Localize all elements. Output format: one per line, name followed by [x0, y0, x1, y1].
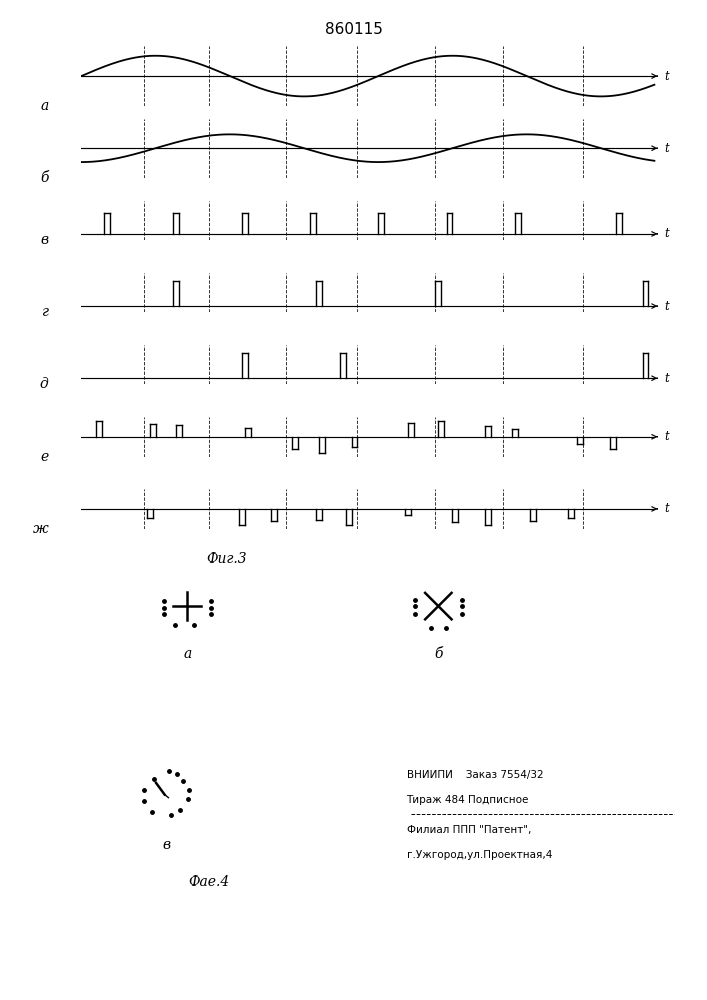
- Text: Тираж 484 Подписное: Тираж 484 Подписное: [407, 795, 529, 805]
- Text: б: б: [434, 647, 443, 661]
- Text: t: t: [665, 300, 670, 313]
- Text: ВНИИПИ    Заказ 7554/32: ВНИИПИ Заказ 7554/32: [407, 770, 543, 780]
- Text: в: в: [162, 838, 170, 852]
- Text: Фаe.4: Фаe.4: [188, 875, 229, 889]
- Text: t: t: [665, 142, 670, 155]
- Text: Фиг.3: Фиг.3: [206, 552, 247, 566]
- Text: t: t: [665, 70, 670, 83]
- Text: Филиал ППП "Патент",: Филиал ППП "Патент",: [407, 825, 531, 835]
- Text: г.Ужгород,ул.Проектная,4: г.Ужгород,ул.Проектная,4: [407, 850, 552, 860]
- Text: д: д: [40, 377, 49, 391]
- Text: t: t: [665, 502, 670, 515]
- Text: а: а: [183, 647, 192, 661]
- Text: а: а: [40, 99, 49, 113]
- Text: ж: ж: [33, 522, 49, 536]
- Text: е: е: [40, 450, 49, 464]
- Text: t: t: [665, 430, 670, 443]
- Text: г: г: [42, 305, 49, 319]
- Text: 860115: 860115: [325, 22, 382, 37]
- Text: б: б: [40, 171, 49, 185]
- Text: t: t: [665, 227, 670, 240]
- Text: в: в: [40, 233, 49, 247]
- Text: t: t: [665, 372, 670, 385]
